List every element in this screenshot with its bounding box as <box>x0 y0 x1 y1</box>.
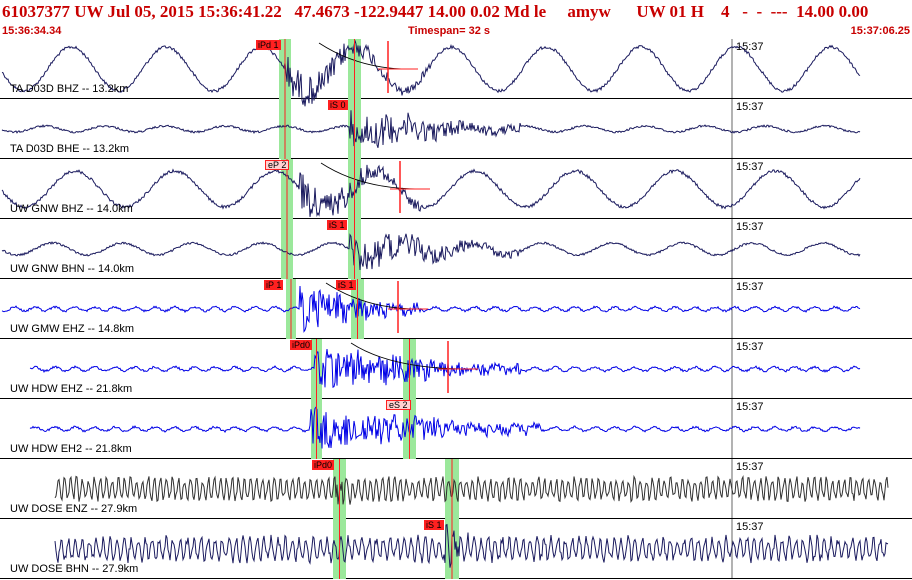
waveform-trace[interactable] <box>29 349 861 388</box>
timespan-label: Timespan= 32 s <box>408 25 491 37</box>
waveform-trace[interactable] <box>1 233 861 271</box>
waveform-panel[interactable]: TA D03D BHZ -- 13.2km 15:37 iPd 1 TA D03D B… <box>0 39 912 580</box>
waveform-trace[interactable] <box>1 110 861 148</box>
event-header: 61037377 UW Jul 05, 2015 15:36:41.22 47.… <box>0 0 912 40</box>
waveform-canvas[interactable] <box>0 39 912 580</box>
phase-pick-label[interactable]: iPd0 <box>312 460 335 470</box>
row-time-label: 15:37 <box>736 461 764 473</box>
phase-pick-label[interactable]: eP 2 <box>265 160 290 170</box>
channel-label: UW GMW EHZ -- 14.8km <box>10 323 135 335</box>
phase-pick-label[interactable]: iP 1 <box>264 280 284 290</box>
waveform-trace[interactable] <box>1 164 861 218</box>
channel-label: UW GNW BHZ -- 14.0km <box>10 203 133 215</box>
channel-label: TA D03D BHE -- 13.2km <box>10 143 129 155</box>
phase-pick-label[interactable]: eS 2 <box>386 400 411 410</box>
phase-pick-label[interactable]: iPd 1 <box>256 40 281 50</box>
row-time-label: 15:37 <box>736 341 764 353</box>
phase-pick-label[interactable]: iS 1 <box>424 520 444 530</box>
row-time-label: 15:37 <box>736 401 764 413</box>
phase-pick-label[interactable]: iS 1 <box>327 220 347 230</box>
row-time-label: 15:37 <box>736 221 764 233</box>
channel-label: TA D03D BHZ -- 13.2km <box>10 83 129 95</box>
channel-label: UW HDW EHZ -- 21.8km <box>10 383 133 395</box>
channel-label: UW DOSE BHN -- 27.9km <box>10 563 139 575</box>
channel-label: UW DOSE ENZ -- 27.9km <box>10 503 138 515</box>
start-time-label: 15:36:34.34 <box>2 25 62 37</box>
waveform-trace[interactable] <box>54 523 889 568</box>
row-time-label: 15:37 <box>736 161 764 173</box>
phase-pick-label[interactable]: iPd0 <box>290 340 313 350</box>
waveform-trace[interactable] <box>1 285 861 333</box>
phase-pick-label[interactable]: iS 0 <box>328 100 348 110</box>
waveform-trace[interactable] <box>1 40 861 107</box>
event-summary-line: 61037377 UW Jul 05, 2015 15:36:41.22 47.… <box>2 2 869 21</box>
phase-pick-label[interactable]: iS 1 <box>336 280 356 290</box>
row-time-label: 15:37 <box>736 281 764 293</box>
channel-label: UW GNW BHN -- 14.0km <box>10 263 135 275</box>
waveform-trace[interactable] <box>54 474 889 505</box>
waveform-trace[interactable] <box>29 406 861 449</box>
end-time-label: 15:37:06.25 <box>850 25 910 37</box>
row-time-label: 15:37 <box>736 101 764 113</box>
row-time-label: 15:37 <box>736 41 764 53</box>
row-time-label: 15:37 <box>736 521 764 533</box>
channel-label: UW HDW EH2 -- 21.8km <box>10 443 132 455</box>
